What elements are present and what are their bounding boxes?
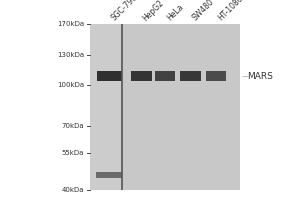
Text: —: — bbox=[242, 73, 248, 79]
Text: 170kDa: 170kDa bbox=[57, 21, 84, 27]
Text: 70kDa: 70kDa bbox=[61, 123, 84, 129]
Bar bbox=[155, 71, 175, 81]
Bar bbox=[130, 71, 152, 81]
Text: MARS: MARS bbox=[248, 72, 273, 81]
Bar bbox=[96, 172, 122, 178]
Bar bbox=[90, 24, 122, 190]
Text: 100kDa: 100kDa bbox=[57, 82, 84, 88]
Text: 40kDa: 40kDa bbox=[61, 187, 84, 193]
Text: 55kDa: 55kDa bbox=[61, 150, 84, 156]
Bar bbox=[180, 71, 201, 81]
Text: 130kDa: 130kDa bbox=[57, 52, 84, 58]
Bar bbox=[97, 71, 122, 81]
Bar bbox=[206, 71, 226, 81]
